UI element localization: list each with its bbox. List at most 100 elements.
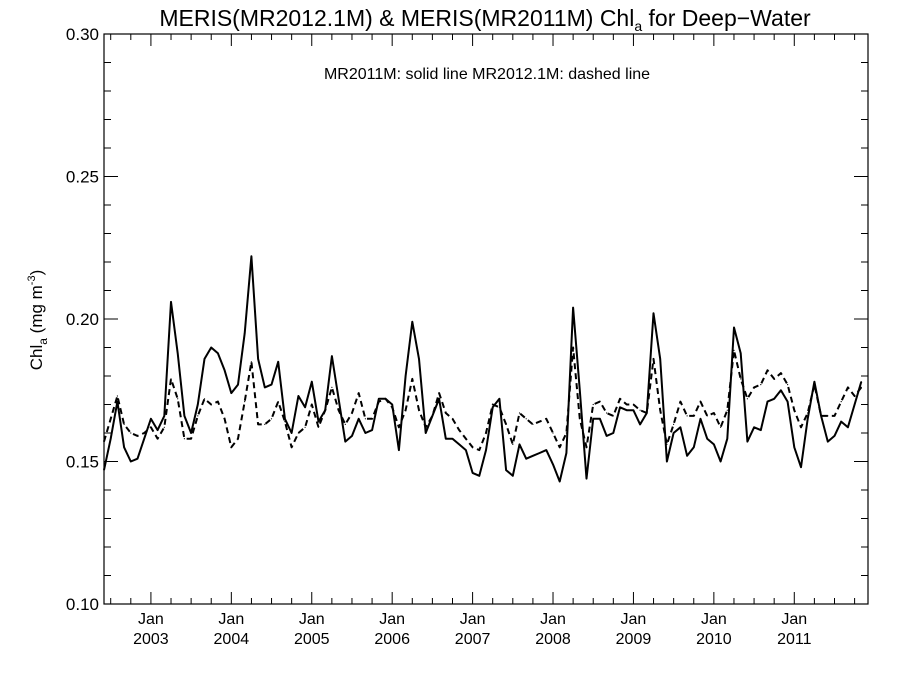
data-point-mr2011m: [532, 455, 534, 457]
data-point-mr2012-1m: [599, 401, 601, 403]
x-tick-month-label: Jan: [701, 611, 727, 628]
data-point-mr2011m: [766, 401, 769, 403]
data-point-mr2011m: [143, 438, 145, 440]
data-point-mr2012-1m: [612, 415, 614, 417]
data-point-mr2012-1m: [244, 401, 246, 403]
data-point-mr2012-1m: [136, 435, 139, 437]
data-point-mr2012-1m: [720, 426, 722, 428]
data-point-mr2012-1m: [860, 386, 862, 388]
data-point-mr2012-1m: [726, 409, 728, 411]
data-point-mr2012-1m: [317, 426, 320, 428]
data-point-mr2012-1m: [425, 426, 427, 428]
data-point-mr2011m: [780, 389, 782, 391]
data-point-mr2012-1m: [572, 346, 574, 349]
data-point-mr2011m: [485, 449, 487, 451]
data-point-mr2011m: [726, 438, 728, 440]
data-point-mr2011m: [720, 460, 722, 463]
data-point-mr2011m: [277, 361, 279, 363]
data-point-mr2012-1m: [632, 403, 635, 406]
data-point-mr2012-1m: [297, 432, 299, 434]
data-point-mr2011m: [706, 438, 708, 440]
data-point-mr2012-1m: [411, 378, 413, 380]
data-point-mr2012-1m: [217, 401, 219, 403]
data-point-mr2011m: [606, 435, 608, 437]
data-point-mr2012-1m: [787, 384, 789, 386]
data-point-mr2011m: [512, 475, 514, 477]
data-point-mr2012-1m: [773, 378, 775, 380]
data-point-mr2012-1m: [579, 418, 581, 420]
data-point-mr2011m: [458, 443, 460, 445]
x-tick-year-label: 2007: [455, 631, 491, 648]
data-point-mr2012-1m: [793, 409, 795, 411]
data-point-mr2012-1m: [820, 415, 822, 417]
data-point-mr2011m: [518, 443, 521, 445]
data-point-mr2011m: [539, 452, 541, 454]
data-point-mr2011m: [673, 432, 675, 434]
data-point-mr2012-1m: [585, 446, 588, 448]
data-point-mr2011m: [545, 449, 547, 451]
data-point-mr2012-1m: [693, 415, 695, 417]
data-point-mr2011m: [378, 398, 380, 400]
data-point-mr2012-1m: [445, 412, 447, 414]
data-point-mr2012-1m: [518, 412, 521, 414]
data-point-mr2011m: [130, 460, 132, 463]
data-point-mr2011m: [264, 386, 266, 388]
data-point-mr2011m: [364, 432, 366, 434]
data-point-mr2011m: [525, 458, 527, 460]
data-point-mr2012-1m: [257, 423, 259, 425]
data-point-mr2011m: [793, 446, 795, 448]
data-point-mr2012-1m: [833, 415, 836, 417]
data-point-mr2011m: [552, 463, 554, 465]
data-point-mr2012-1m: [344, 423, 346, 425]
data-point-mr2012-1m: [324, 409, 326, 411]
data-point-mr2011m: [639, 423, 641, 425]
data-point-mr2011m: [840, 421, 842, 423]
data-point-mr2012-1m: [203, 398, 206, 400]
data-point-mr2012-1m: [699, 401, 702, 403]
x-tick-month-label: Jan: [218, 611, 244, 628]
data-point-mr2012-1m: [270, 418, 273, 420]
data-point-mr2012-1m: [197, 415, 199, 417]
data-point-mr2011m: [224, 369, 226, 371]
data-point-mr2011m: [391, 403, 393, 406]
data-point-mr2012-1m: [237, 438, 239, 440]
data-point-mr2012-1m: [733, 349, 735, 351]
data-point-mr2011m: [217, 352, 219, 354]
data-point-mr2012-1m: [559, 446, 561, 448]
data-point-mr2011m: [847, 426, 849, 428]
data-point-mr2012-1m: [807, 412, 809, 414]
data-point-mr2012-1m: [498, 406, 500, 408]
y-tick-label: 0.25: [66, 168, 99, 187]
chart-title-subscript: a: [634, 18, 642, 34]
data-point-mr2012-1m: [505, 423, 507, 425]
data-point-mr2011m: [203, 358, 206, 360]
x-tick-year-label: 2006: [374, 631, 410, 648]
data-point-mr2012-1m: [465, 438, 467, 440]
chart-title-tail: for Deep−Water: [642, 5, 811, 31]
data-point-mr2011m: [331, 355, 333, 357]
data-point-mr2011m: [679, 426, 682, 428]
data-point-mr2011m: [351, 435, 353, 437]
data-point-mr2012-1m: [150, 426, 152, 428]
data-point-mr2011m: [652, 312, 655, 314]
data-point-mr2011m: [833, 435, 836, 437]
data-point-mr2011m: [666, 460, 668, 463]
x-tick-month-label: Jan: [460, 611, 486, 628]
data-point-mr2012-1m: [311, 403, 313, 406]
x-tick-year-label: 2004: [214, 631, 250, 648]
x-tick-year-label: 2011: [777, 631, 812, 648]
data-point-mr2011m: [740, 352, 742, 354]
data-point-mr2012-1m: [264, 423, 266, 425]
data-point-mr2011m: [733, 326, 735, 329]
data-point-mr2012-1m: [143, 432, 145, 434]
data-point-mr2012-1m: [398, 426, 400, 428]
data-point-mr2012-1m: [485, 432, 487, 434]
data-point-mr2012-1m: [230, 446, 232, 448]
data-point-mr2011m: [136, 458, 139, 460]
data-point-mr2012-1m: [384, 398, 387, 400]
data-point-mr2011m: [317, 421, 320, 423]
x-tick-year-label: 2008: [535, 631, 571, 648]
data-point-mr2012-1m: [666, 443, 668, 445]
data-point-mr2012-1m: [706, 415, 708, 417]
data-point-mr2011m: [157, 429, 159, 431]
